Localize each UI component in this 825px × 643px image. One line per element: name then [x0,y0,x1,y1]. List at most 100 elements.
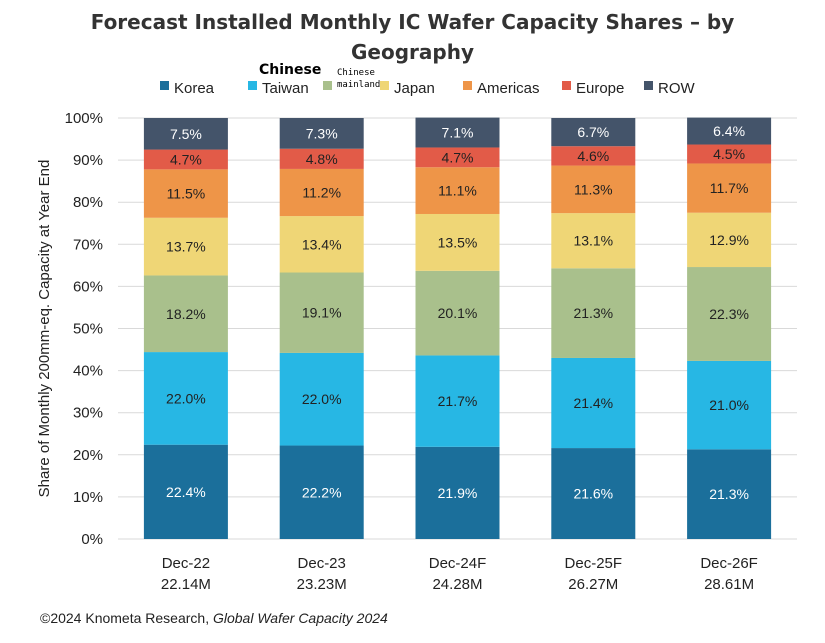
legend-label: Taiwan [262,80,309,97]
source-footer: ©2024 Knometa Research, Global Wafer Cap… [40,610,388,626]
data-label: 22.4% [166,484,206,500]
data-label: 22.3% [709,306,749,322]
data-label: 22.2% [302,484,342,500]
annotation-chinese-mainland: Chinese mainland [337,67,380,91]
y-tick-label: 0% [81,531,103,548]
annotation-chinese: Chinese [259,62,322,78]
bar-segment [551,357,636,449]
bar-segment [687,360,772,450]
chart-title-line-1: Forecast Installed Monthly IC Wafer Capa… [90,10,735,34]
data-label: 21.3% [573,305,613,321]
bar-segment [279,148,364,169]
bar-segment [143,169,228,218]
bar-segment [143,444,228,539]
legend-swatch [160,81,169,90]
annotation-chinese-mainland-line-1: Chinese [337,68,375,78]
x-tick-label: Dec-22 [162,555,210,572]
bar-segment [415,167,500,214]
x-tick-total: 24.28M [432,576,482,593]
y-axis-label: Share of Monthly 200mm-eq. Capacity at Y… [36,160,53,498]
legend-label: Americas [477,80,540,97]
data-label: 4.7% [170,151,202,167]
bar-segment [687,163,772,213]
bar-segment [415,446,500,539]
bar-segment [687,144,772,164]
legend-label: ROW [658,80,696,97]
data-label: 12.9% [709,232,749,248]
data-label: 13.7% [166,239,206,255]
bar-segment [551,448,636,539]
bar-segment [143,275,228,353]
bar-segment [143,118,228,150]
data-label: 4.7% [442,149,474,165]
bar-segment [415,270,500,356]
x-tick-label: Dec-25F [565,555,623,572]
bar-segment [551,118,636,147]
data-label: 13.4% [302,236,342,252]
legend-label: Europe [576,80,624,97]
bar-segment [279,168,364,217]
footer-source: ©2024 Knometa Research, [40,610,213,626]
legend-label: Korea [174,80,215,97]
bar-segment [551,146,636,166]
bar-segment [279,216,364,273]
x-tick-total: 23.23M [297,576,347,593]
chart-title-line-2: Geography [351,40,474,64]
data-label: 21.4% [573,395,613,411]
y-tick-label: 80% [73,194,103,211]
legend-swatch [248,81,257,90]
bar-segment [551,165,636,214]
data-label: 22.0% [166,390,206,406]
data-label: 7.1% [442,125,474,141]
data-label: 4.8% [306,151,338,167]
bar-segment [687,212,772,268]
bar-segment [279,352,364,446]
y-tick-label: 100% [65,110,103,127]
bar-segment [415,355,500,447]
data-label: 21.3% [709,486,749,502]
data-label: 6.4% [713,123,745,139]
data-label: 11.1% [438,183,477,199]
legend-swatch [323,81,332,90]
bar-segment [143,149,228,170]
data-label: 11.2% [302,185,341,201]
data-label: 11.5% [167,186,206,202]
legend-swatch [562,81,571,90]
data-label: 6.7% [577,124,609,140]
data-label: 11.7% [710,180,749,196]
y-tick-label: 40% [73,363,103,380]
data-label: 13.5% [438,234,478,250]
footer-report-title: Global Wafer Capacity 2024 [212,610,388,626]
bar-segment [279,118,364,149]
bar-segment [687,267,772,361]
legend-label: Japan [394,80,435,97]
bar-segment [687,117,772,145]
y-tick-label: 10% [73,489,103,506]
x-tick-total: 26.27M [568,576,618,593]
x-tick-total: 28.61M [704,576,754,593]
bar-segment [279,272,364,353]
y-tick-label: 90% [73,152,103,169]
data-label: 20.1% [438,305,478,321]
data-label: 18.2% [166,306,206,322]
legend-swatch [644,81,653,90]
x-tick-label: Dec-24F [429,555,487,572]
legend-swatch [463,81,472,90]
y-tick-label: 20% [73,447,103,464]
bar-segment [551,213,636,269]
data-label: 21.7% [438,393,478,409]
y-tick-label: 30% [73,405,103,422]
data-label: 22.0% [302,391,342,407]
x-tick-total: 22.14M [161,576,211,593]
bar-segment [415,147,500,168]
x-tick-label: Dec-26F [700,555,758,572]
data-label: 7.3% [306,125,338,141]
annotation-chinese-mainland-line-2: mainland [337,80,381,90]
data-label: 21.9% [438,485,478,501]
data-label: 21.6% [573,486,613,502]
data-label: 4.5% [713,146,745,162]
y-tick-label: 70% [73,236,103,253]
bar-segment [551,268,636,358]
data-label: 7.5% [170,126,202,142]
